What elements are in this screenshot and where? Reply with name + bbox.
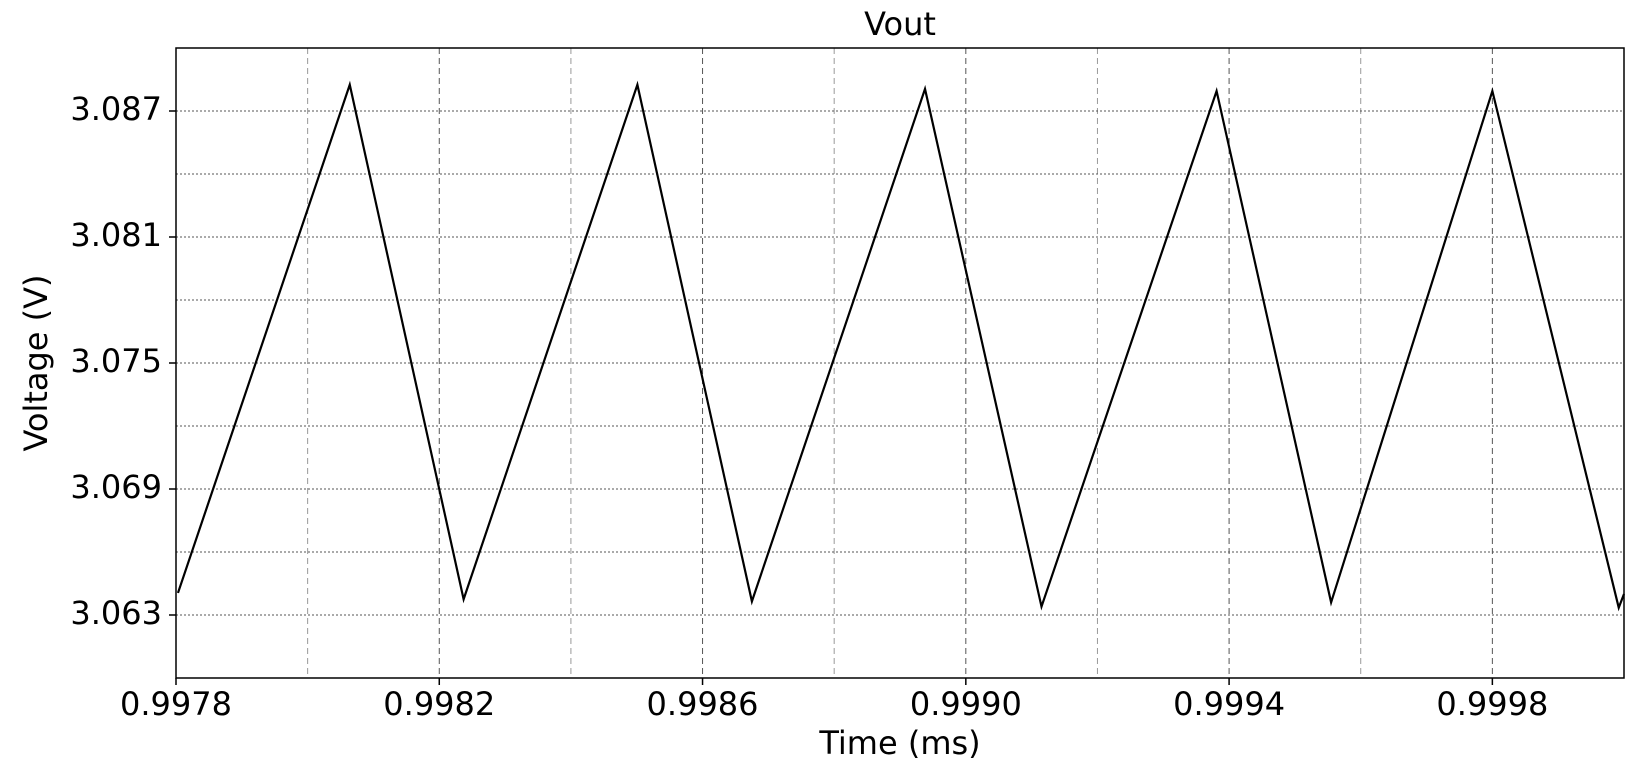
y-tick-label: 3.063: [70, 594, 162, 632]
x-tick-label: 0.9994: [1173, 685, 1285, 723]
chart-title: Vout: [864, 5, 936, 43]
x-tick-label: 0.9978: [120, 685, 232, 723]
x-tick-label: 0.9990: [910, 685, 1022, 723]
line-series: [176, 80, 1626, 612]
y-tick-label: 3.075: [70, 342, 162, 380]
x-tick-label: 0.9982: [383, 685, 495, 723]
x-tick-label: 0.9998: [1436, 685, 1548, 723]
x-tick-label: 0.9986: [647, 685, 759, 723]
y-axis-label: Voltage (V): [17, 274, 55, 451]
y-tick-label: 3.087: [70, 90, 162, 128]
y-tick-label: 3.081: [70, 216, 162, 254]
y-tick-label: 3.069: [70, 468, 162, 506]
x-axis-label: Time (ms): [818, 724, 980, 762]
plot-frame: [175, 47, 1625, 679]
